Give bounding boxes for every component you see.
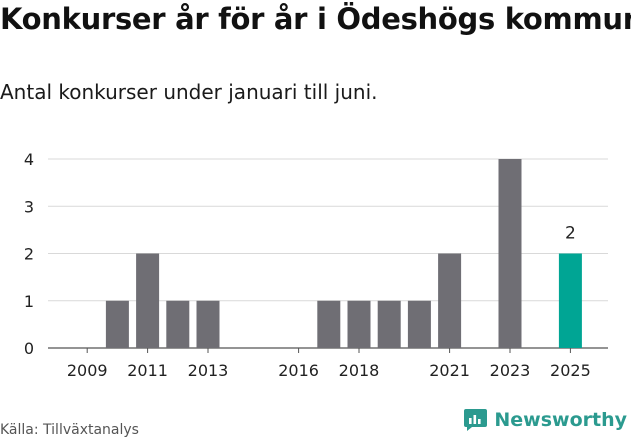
newsworthy-logo: Newsworthy bbox=[463, 407, 627, 432]
bar bbox=[196, 300, 220, 348]
brand-name: Newsworthy bbox=[494, 408, 627, 431]
x-tick-label: 2009 bbox=[67, 361, 108, 380]
bars bbox=[105, 159, 582, 348]
newsworthy-icon bbox=[464, 409, 488, 431]
bar bbox=[407, 300, 431, 348]
bar bbox=[438, 253, 462, 348]
x-tick-label: 2016 bbox=[278, 361, 319, 380]
x-tick-label: 2013 bbox=[188, 361, 229, 380]
x-tick-label: 2011 bbox=[127, 361, 168, 380]
x-tick-label: 2021 bbox=[429, 361, 470, 380]
y-tick-label: 0 bbox=[24, 339, 34, 358]
bar-highlight bbox=[558, 253, 582, 348]
chart-title: Konkurser år för år i Ödeshögs kommun bbox=[0, 2, 631, 36]
bar bbox=[136, 253, 160, 348]
bar bbox=[317, 300, 341, 348]
bar bbox=[166, 300, 190, 348]
data-label: 2 bbox=[565, 224, 576, 244]
data-labels: 2 bbox=[565, 224, 576, 244]
y-axis-ticks: 0 1 2 3 4 bbox=[24, 150, 34, 358]
bar bbox=[498, 159, 522, 348]
y-tick-label: 1 bbox=[24, 292, 34, 311]
chart-subtitle: Antal konkurser under januari till juni. bbox=[0, 80, 378, 104]
bar bbox=[105, 300, 129, 348]
x-tick-label: 2018 bbox=[339, 361, 380, 380]
bar-chart: 0 1 2 3 4 2009 2011 2013 2016 2018 2021 2023 2025 2 bbox=[24, 150, 608, 380]
bar bbox=[347, 300, 371, 348]
bar bbox=[377, 300, 401, 348]
y-tick-label: 4 bbox=[24, 150, 34, 169]
source-note: Källa: Tillväxtanalys bbox=[0, 422, 139, 438]
y-tick-label: 2 bbox=[24, 245, 34, 264]
x-tick-label: 2025 bbox=[550, 361, 591, 380]
x-axis-ticks: 2009 2011 2013 2016 2018 2021 2023 2025 bbox=[67, 348, 591, 380]
y-tick-label: 3 bbox=[24, 197, 34, 216]
x-tick-label: 2023 bbox=[490, 361, 531, 380]
